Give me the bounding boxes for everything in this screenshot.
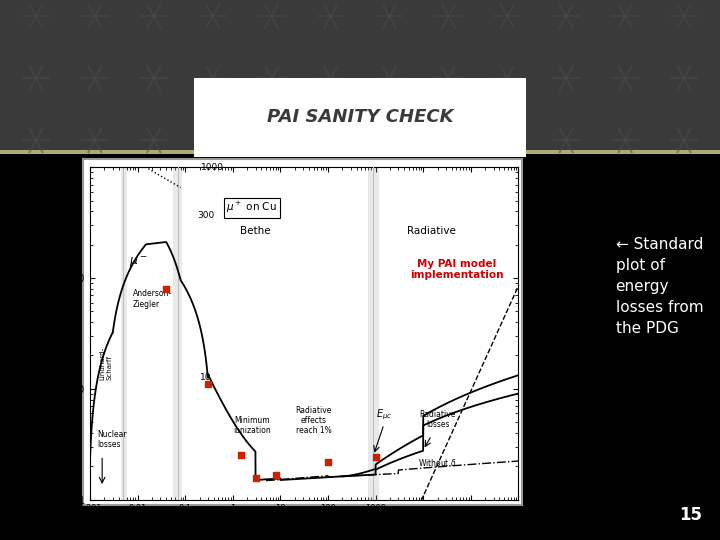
Text: Radiative: Radiative — [407, 226, 456, 236]
Text: Radiative
effects
reach 1%: Radiative effects reach 1% — [295, 406, 332, 435]
Point — [161, 285, 172, 293]
Text: 0.1: 0.1 — [179, 534, 191, 539]
Point — [235, 451, 247, 460]
Text: 10: 10 — [419, 534, 428, 539]
Text: 100: 100 — [321, 534, 335, 539]
Text: 100: 100 — [464, 534, 477, 539]
Bar — [194, 78, 526, 157]
Text: 15: 15 — [679, 506, 702, 524]
Bar — [83, 159, 522, 505]
Bar — [0, 150, 720, 154]
Text: Nuclear
losses: Nuclear losses — [97, 430, 127, 449]
Text: 1: 1 — [230, 534, 235, 539]
Text: 1000: 1000 — [202, 164, 225, 172]
Point — [270, 471, 282, 480]
Bar — [173, 167, 182, 500]
Text: 10: 10 — [200, 373, 212, 382]
Point — [370, 453, 382, 462]
Bar — [0, 151, 720, 540]
Bar — [0, 0, 720, 151]
Text: 1: 1 — [516, 534, 521, 539]
Text: Without $\delta$: Without $\delta$ — [418, 457, 457, 468]
Point — [202, 380, 214, 389]
Text: Anderson-
Ziegler: Anderson- Ziegler — [133, 289, 172, 309]
Text: Minimum
ionization: Minimum ionization — [233, 416, 271, 435]
Point — [323, 457, 334, 466]
Text: My PAI model
implementation: My PAI model implementation — [410, 259, 503, 280]
Bar — [121, 167, 127, 500]
Text: 300: 300 — [197, 211, 215, 220]
Point — [250, 474, 261, 483]
Text: $\mu^-$: $\mu^-$ — [129, 255, 148, 271]
Text: Radiative
losses: Radiative losses — [419, 410, 456, 429]
Text: PAI SANITY CHECK: PAI SANITY CHECK — [266, 109, 454, 126]
Text: 10: 10 — [276, 534, 285, 539]
Bar — [368, 167, 379, 500]
Text: Bethe: Bethe — [240, 226, 271, 236]
Text: Lindhard-
Scharff: Lindhard- Scharff — [99, 347, 113, 380]
X-axis label: $\beta\gamma$: $\beta\gamma$ — [296, 519, 312, 534]
Y-axis label: Stopping power [MeV cm$^2$/g]: Stopping power [MeV cm$^2$/g] — [48, 268, 63, 399]
Text: $E_{\mu c}$: $E_{\mu c}$ — [376, 408, 392, 422]
Text: $\mu^+$ on Cu: $\mu^+$ on Cu — [226, 200, 277, 215]
Text: 1: 1 — [374, 534, 378, 539]
Text: ← Standard
plot of
energy
losses from
the PDG: ← Standard plot of energy losses from th… — [616, 237, 703, 336]
